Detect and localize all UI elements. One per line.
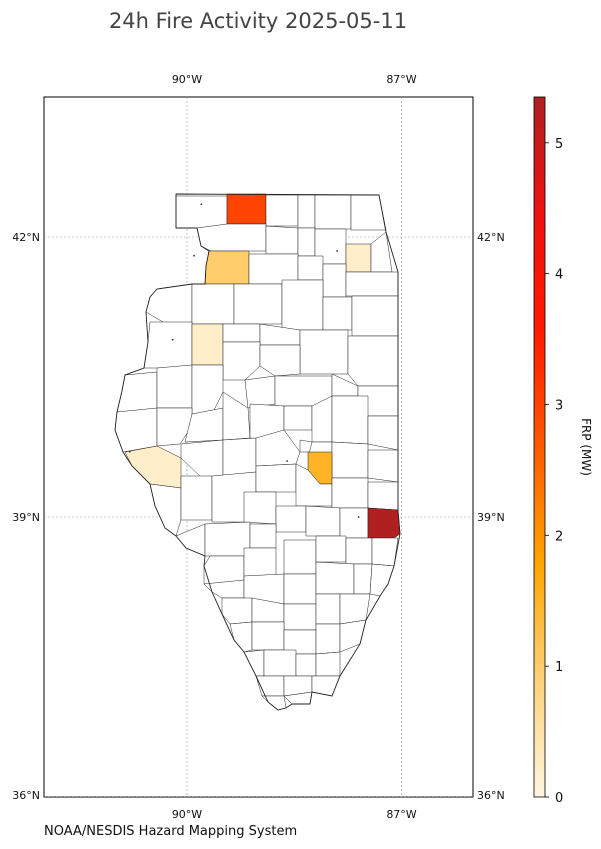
colorbar-tick-label-4: 4 <box>555 268 563 283</box>
county-menard <box>222 437 257 477</box>
county-hamilton <box>315 593 341 625</box>
county-jo-daviess <box>175 195 228 229</box>
colorbar-tick-label-2: 2 <box>555 529 563 544</box>
colorbar-tick-label-0: 0 <box>555 791 563 806</box>
county-champaign <box>331 395 369 445</box>
county-hancock <box>114 407 158 453</box>
colorbar-label: FRP (MW) <box>579 418 593 476</box>
lon-tick-top-0: 90°W <box>172 73 202 86</box>
county-ogle <box>265 225 299 255</box>
county-marion <box>283 573 317 605</box>
county-lawrence <box>371 537 399 567</box>
county-dupage <box>322 263 347 298</box>
fire-detection-points <box>128 203 360 518</box>
county-cook <box>345 243 372 273</box>
county-crawford <box>367 507 401 539</box>
fire-point-0 <box>200 203 203 206</box>
lat-tick-right-1: 39°N <box>477 511 505 524</box>
county-randolph <box>229 621 253 653</box>
county-clay <box>315 535 347 563</box>
county-christian <box>255 463 297 493</box>
county-vermilion <box>367 415 399 451</box>
colorbar-ticks: 0 1 2 3 4 5 <box>545 137 563 806</box>
county-fayette-north <box>275 505 307 533</box>
map-tick-labels: 90°W 90°W 87°W 87°W 42°N 42°N 39°N 39°N 36°N 36°N <box>12 73 504 821</box>
county-mcdonough <box>156 407 193 447</box>
fire-point-2 <box>336 250 338 252</box>
county-henry <box>191 283 235 325</box>
county-dewitt <box>283 405 313 431</box>
county-tazewell <box>244 375 276 409</box>
colorbar-tick-label-3: 3 <box>555 398 563 413</box>
illinois-outline <box>114 193 401 711</box>
county-stephenson <box>226 193 267 225</box>
county-bureau <box>233 283 283 325</box>
lat-tick-right-2: 36°N <box>477 789 505 802</box>
county-douglas <box>331 441 369 479</box>
county-mchenry <box>314 194 352 230</box>
county-livingston <box>299 329 349 375</box>
county-grundy <box>322 296 353 331</box>
lat-tick-right-0: 42°N <box>477 231 505 244</box>
county-effingham <box>305 505 341 537</box>
county-jersey <box>203 555 245 585</box>
county-richland <box>345 537 373 565</box>
county-wayne <box>315 561 355 595</box>
county-lasalle <box>281 279 324 331</box>
fire-point-3 <box>171 338 174 341</box>
county-will <box>345 271 399 297</box>
county-montgomery <box>243 491 277 525</box>
lon-tick-top-1: 87°W <box>386 73 416 86</box>
county-lee <box>248 253 299 285</box>
county-clark <box>367 481 399 511</box>
county-fulton <box>191 364 224 415</box>
colorbar-tick-label-1: 1 <box>555 660 563 675</box>
county-edwards <box>353 563 373 595</box>
county-fayette <box>283 539 317 575</box>
county-boone <box>297 194 316 229</box>
county-jasper <box>339 507 369 539</box>
county-dekalb <box>297 227 316 257</box>
map-title: 24h Fire Activity 2025-05-11 <box>109 9 407 33</box>
county-winnebago <box>265 194 299 227</box>
county-mercer <box>143 321 193 369</box>
county-whiteside <box>204 250 250 285</box>
county-perry <box>251 621 285 651</box>
lon-tick-bottom-0: 90°W <box>172 808 202 821</box>
lat-tick-left-1: 39°N <box>12 511 40 524</box>
county-macoupin <box>204 521 251 557</box>
county-knox <box>191 323 224 366</box>
county-sangamon <box>255 429 301 467</box>
county-kankakee <box>351 295 399 337</box>
fire-point-5 <box>286 460 288 462</box>
county-warren <box>156 364 193 409</box>
frp-colorbar <box>533 96 546 798</box>
county-kendall <box>297 255 324 281</box>
fire-point-6 <box>357 516 360 518</box>
data-source-credit: NOAA/NESDIS Hazard Mapping System <box>44 824 297 839</box>
county-saline-north <box>315 623 341 655</box>
county-scott <box>180 475 213 521</box>
county-williamson <box>295 653 317 677</box>
county-white <box>339 593 371 625</box>
county-saline <box>315 651 341 677</box>
lat-tick-left-2: 36°N <box>12 789 40 802</box>
county-jefferson <box>283 603 317 631</box>
county-jackson <box>263 649 297 677</box>
fire-point-1 <box>193 254 196 257</box>
county-edgar <box>367 449 399 483</box>
county-woodford <box>259 344 301 377</box>
illinois-county-map <box>114 193 401 711</box>
county-bond-north <box>249 523 277 549</box>
county-stark <box>222 323 261 343</box>
county-iroquois <box>347 335 399 387</box>
lat-tick-left-0: 42°N <box>12 231 40 244</box>
county-coles <box>331 477 369 509</box>
fire-point-4 <box>128 450 131 453</box>
lon-tick-bottom-1: 87°W <box>386 808 416 821</box>
county-carroll <box>196 223 267 252</box>
colorbar-tick-label-5: 5 <box>555 137 563 152</box>
